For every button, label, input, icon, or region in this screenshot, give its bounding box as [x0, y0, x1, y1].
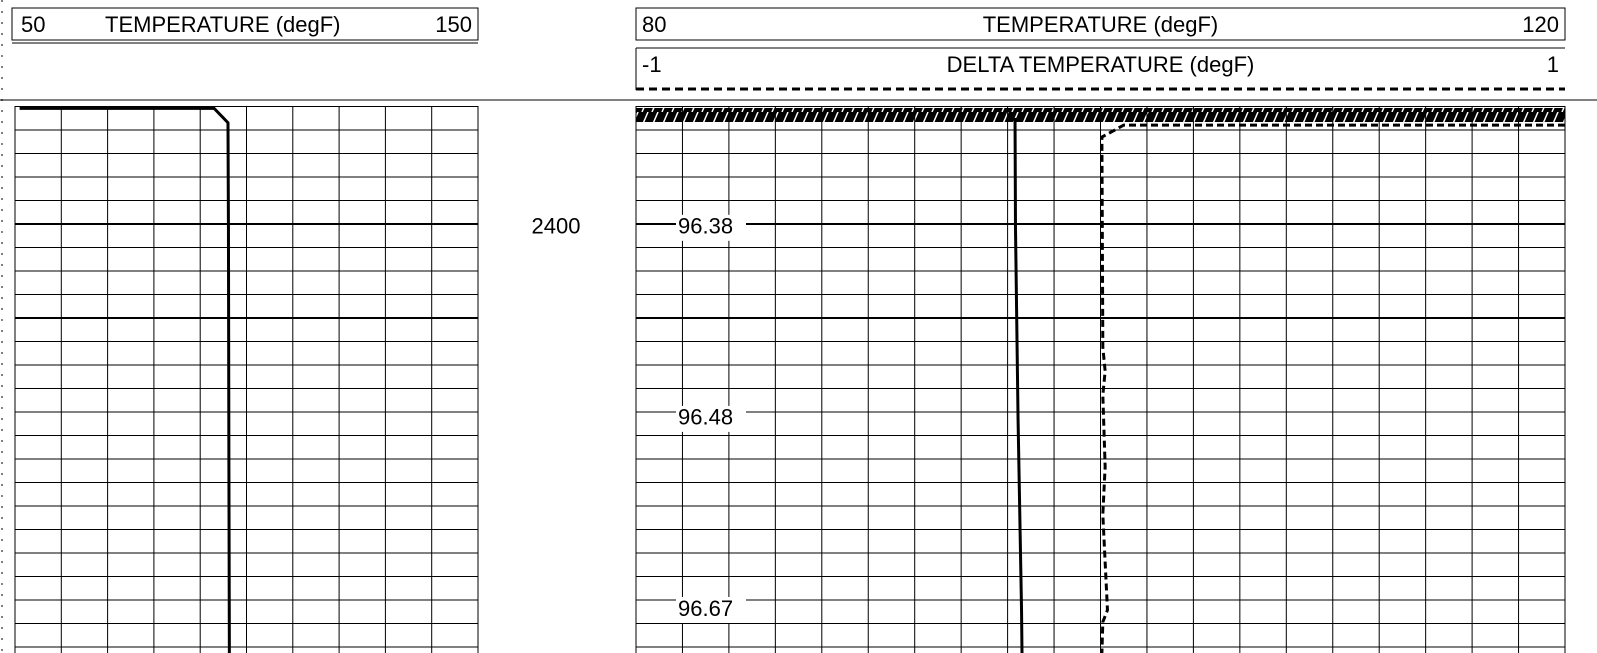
right-header [635, 7, 1566, 41]
scale-name: TEMPERATURE (degF) [983, 12, 1219, 37]
annotation-bg [676, 405, 746, 432]
scale-max: 1 [1547, 52, 1559, 77]
vertical-grid [14, 106, 1566, 653]
scale-min: -1 [642, 52, 662, 77]
scale-min: 80 [642, 12, 666, 37]
annotation: 96.38 [678, 214, 733, 239]
scale-name: TEMPERATURE (degF) [105, 12, 341, 37]
curve [1013, 117, 1024, 653]
scale-name: DELTA TEMPERATURE (degF) [947, 52, 1255, 77]
scale-max: 150 [435, 12, 472, 37]
annotation: 96.67 [678, 596, 733, 621]
left-header [11, 7, 479, 41]
annotation-bg [676, 214, 746, 241]
curve [19, 106, 231, 653]
curve [1100, 123, 1565, 653]
scale-min: 50 [21, 12, 45, 37]
scale-max: 120 [1522, 12, 1559, 37]
depth-label: 2400 [532, 214, 581, 239]
annotation: 96.48 [678, 405, 733, 430]
annotation-bg [676, 597, 746, 624]
